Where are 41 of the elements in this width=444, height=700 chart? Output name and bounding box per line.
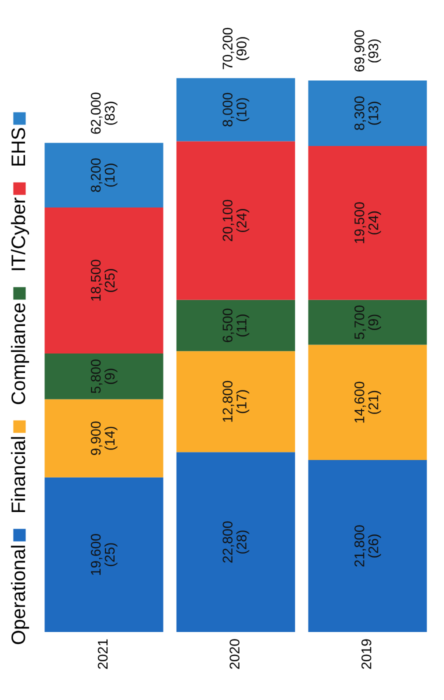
bar bbox=[308, 344, 427, 460]
bar bbox=[308, 146, 427, 300]
legend-label: IT/Cyber bbox=[10, 198, 30, 270]
bar bbox=[308, 460, 427, 632]
data-label: 9,900 (14) bbox=[90, 421, 118, 456]
bar bbox=[44, 477, 164, 632]
bar bbox=[44, 399, 164, 478]
total-label: 62,000 (83) bbox=[90, 92, 118, 134]
x-tick-label: 2021 bbox=[98, 639, 108, 669]
data-label: 19,600 (25) bbox=[90, 534, 118, 575]
data-label: 21,800 (26) bbox=[354, 525, 381, 567]
x-tick-label: 2020 bbox=[230, 639, 240, 669]
bar bbox=[308, 80, 427, 146]
data-label: 18,500 (25) bbox=[90, 260, 118, 301]
data-label: 5,800 (9) bbox=[90, 360, 118, 394]
bar bbox=[308, 300, 427, 345]
legend-label: Financial bbox=[10, 437, 26, 512]
bar bbox=[176, 78, 296, 142]
bar bbox=[44, 142, 164, 208]
total-label: 70,200 (90) bbox=[222, 28, 250, 70]
legend-label: EHS bbox=[11, 128, 26, 166]
legend-label: Operational bbox=[10, 546, 30, 644]
data-label: 12,800 (17) bbox=[222, 380, 250, 422]
bar bbox=[44, 353, 164, 400]
legend-label: Compliance bbox=[10, 303, 30, 404]
data-label: 20,100 (24) bbox=[222, 200, 250, 242]
bar bbox=[176, 141, 296, 300]
bar bbox=[176, 452, 296, 632]
data-label: 8,200 (10) bbox=[90, 158, 118, 192]
total-label: 69,900 (93) bbox=[354, 30, 381, 72]
bar bbox=[176, 351, 296, 452]
data-label: 8,300 (13) bbox=[354, 96, 381, 130]
x-tick-label: 2019 bbox=[361, 639, 372, 669]
data-label: 8,000 (10) bbox=[222, 92, 250, 126]
data-label: 22,800 (28) bbox=[222, 521, 250, 563]
bar bbox=[44, 208, 164, 354]
data-label: 14,600 (21) bbox=[354, 382, 381, 423]
data-label: 6,500 (11) bbox=[222, 308, 250, 342]
data-label: 19,500 (24) bbox=[354, 202, 381, 244]
data-label: 5,700 (9) bbox=[354, 305, 381, 340]
bar bbox=[176, 300, 296, 352]
